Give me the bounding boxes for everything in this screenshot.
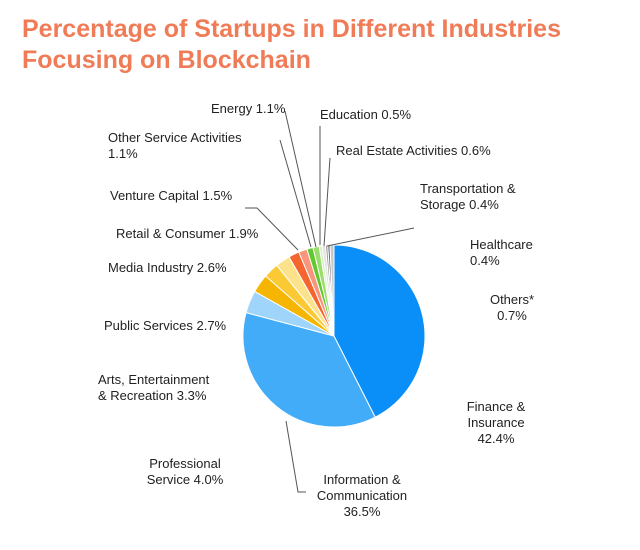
label-line: Professional — [149, 456, 221, 471]
slice-information-communication — [242, 311, 376, 428]
label-healthcare: Healthcare 0.4% — [470, 237, 533, 268]
pie-slices — [242, 244, 426, 428]
label-energy: Energy 1.1% — [211, 101, 286, 116]
leader-lines — [245, 110, 415, 493]
label-line: Service 4.0% — [147, 472, 224, 487]
label-line: Real Estate Activities 0.6% — [336, 143, 491, 158]
label-retail-consumer: Retail & Consumer 1.9% — [116, 226, 259, 241]
label-other-service-activities: Other Service Activities 1.1% — [108, 130, 242, 161]
label-line: Retail & Consumer 1.9% — [116, 226, 259, 241]
label-transportation-storage: Transportation & Storage 0.4% — [420, 181, 516, 212]
label-public-services: Public Services 2.7% — [104, 318, 227, 333]
label-line: 42.4% — [478, 431, 515, 446]
label-information-communication: Information & Communication 36.5% — [317, 472, 407, 519]
label-line: Information & — [323, 472, 401, 487]
leader-line-real-estate-activities — [323, 157, 331, 247]
label-line: Finance & — [467, 399, 526, 414]
label-line: Other Service Activities — [108, 130, 242, 145]
label-line: Insurance — [467, 415, 524, 430]
label-line: Venture Capital 1.5% — [110, 188, 233, 203]
label-line: Energy 1.1% — [211, 101, 286, 116]
label-arts-entertainment-recreation: Arts, Entertainment & Recreation 3.3% — [98, 372, 210, 403]
leader-line-information-communication — [285, 420, 306, 493]
label-real-estate-activities: Real Estate Activities 0.6% — [336, 143, 491, 158]
label-line: Transportation & — [420, 181, 516, 196]
label-line: 0.7% — [497, 308, 527, 323]
chart-title: Percentage of Startups in Different Indu… — [22, 15, 561, 74]
label-line: 0.4% — [470, 253, 500, 268]
label-education: Education 0.5% — [320, 107, 412, 122]
label-line: Public Services 2.7% — [104, 318, 227, 333]
label-line: & Recreation 3.3% — [98, 388, 207, 403]
label-line: Education 0.5% — [320, 107, 412, 122]
label-others: Others* 0.7% — [490, 292, 534, 323]
slice-labels: Finance & Insurance 42.4% Information & Comm… — [98, 101, 534, 519]
label-line: 1.1% — [108, 146, 138, 161]
label-media-industry: Media Industry 2.6% — [108, 260, 227, 275]
label-line: Communication — [317, 488, 407, 503]
label-line: Arts, Entertainment — [98, 372, 210, 387]
label-finance-insurance: Finance & Insurance 42.4% — [467, 399, 526, 446]
label-venture-capital: Venture Capital 1.5% — [110, 188, 233, 203]
leader-line-transportation-storage — [326, 227, 415, 247]
leader-line-venture-capital — [245, 207, 299, 251]
leader-line-other-service-activities — [279, 139, 312, 248]
leader-line-energy — [284, 110, 317, 248]
slice-finance-insurance — [333, 244, 426, 418]
label-line: Media Industry 2.6% — [108, 260, 227, 275]
label-line: Healthcare — [470, 237, 533, 252]
label-line: Storage 0.4% — [420, 197, 499, 212]
label-line: 36.5% — [344, 504, 381, 519]
label-professional-service: Professional Service 4.0% — [147, 456, 224, 487]
label-line: Others* — [490, 292, 534, 307]
